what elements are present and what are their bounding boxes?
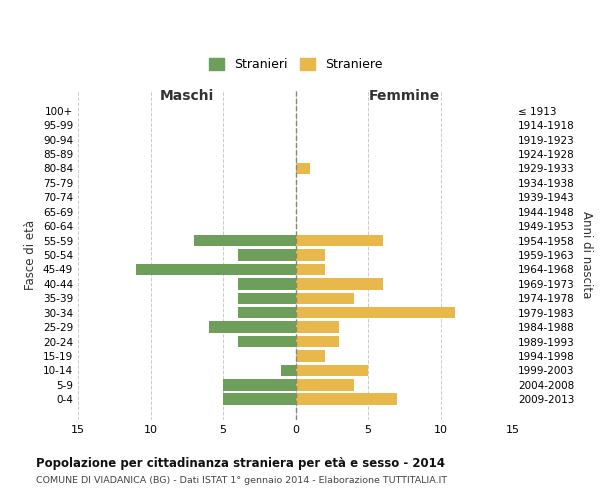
Text: Maschi: Maschi [160, 90, 214, 104]
Bar [296, 336, 339, 347]
Bar [296, 264, 325, 275]
Bar [296, 162, 310, 174]
Text: Femmine: Femmine [368, 90, 440, 104]
Bar [223, 379, 296, 390]
Bar [296, 350, 325, 362]
Bar [296, 307, 455, 318]
Bar [296, 322, 339, 333]
Y-axis label: Anni di nascita: Anni di nascita [580, 212, 593, 298]
Bar [296, 235, 383, 246]
Bar [238, 278, 296, 289]
Bar [238, 336, 296, 347]
Bar [223, 394, 296, 405]
Bar [194, 235, 296, 246]
Bar [296, 249, 325, 261]
Bar [238, 292, 296, 304]
Y-axis label: Fasce di età: Fasce di età [25, 220, 37, 290]
Bar [281, 364, 296, 376]
Bar [296, 394, 397, 405]
Legend: Stranieri, Straniere: Stranieri, Straniere [204, 54, 387, 76]
Text: COMUNE DI VIADANICA (BG) - Dati ISTAT 1° gennaio 2014 - Elaborazione TUTTITALIA.: COMUNE DI VIADANICA (BG) - Dati ISTAT 1°… [36, 476, 447, 485]
Bar [296, 379, 353, 390]
Bar [209, 322, 296, 333]
Text: Popolazione per cittadinanza straniera per età e sesso - 2014: Popolazione per cittadinanza straniera p… [36, 458, 445, 470]
Bar [136, 264, 296, 275]
Bar [296, 292, 353, 304]
Bar [238, 249, 296, 261]
Bar [296, 364, 368, 376]
Bar [238, 307, 296, 318]
Bar [296, 278, 383, 289]
